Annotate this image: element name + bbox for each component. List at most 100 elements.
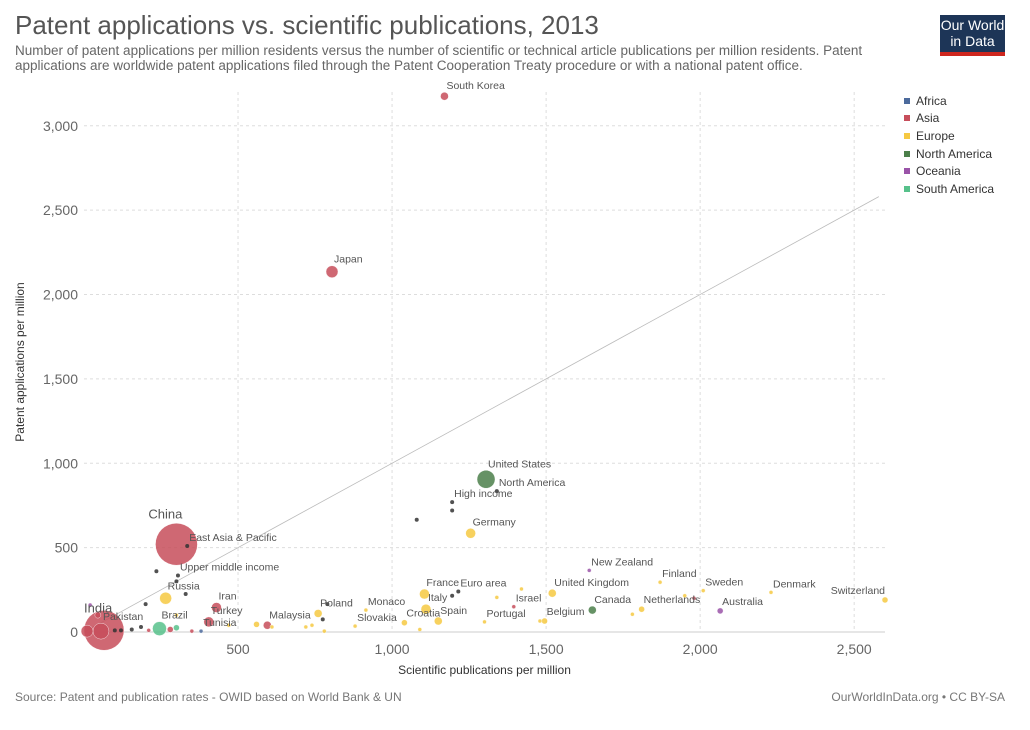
data-point [138,624,143,629]
point-label: Brazil [161,610,187,622]
legend-swatch-north-america [904,150,910,157]
data-point [638,606,645,613]
data-point [211,602,222,613]
data-point [450,508,455,513]
y-axis-label: Patent applications per million [13,282,27,441]
legend-item-europe[interactable]: Europe [904,127,994,145]
legend-label: North America [916,146,993,161]
point-label: High income [454,488,513,500]
data-point [630,612,635,617]
x-tick-label: 2,500 [837,641,872,657]
owid-logo[interactable]: Our World in Data [940,15,1005,56]
data-point [768,590,774,595]
y-tick-label: 2,500 [43,202,78,218]
point-label: Monaco [368,596,406,608]
legend-item-africa[interactable]: Africa [904,92,994,110]
x-tick-label: 1,000 [375,641,410,657]
legend-label: Asia [916,111,940,126]
data-points [80,92,889,651]
y-tick-label: 3,000 [43,118,78,134]
point-label: India [84,600,113,615]
point-label: Russia [168,580,200,592]
y-tick-label: 1,000 [43,455,78,471]
point-label: China [148,506,183,521]
point-label: Poland [320,597,353,609]
data-point [511,604,516,609]
y-tick-label: 500 [55,540,79,556]
data-point [159,592,172,605]
grid [84,92,885,633]
data-point [112,628,117,633]
y-tick-label: 0 [70,624,78,640]
data-point [92,622,110,640]
point-label: Germany [473,516,517,528]
data-point [548,588,557,598]
x-axis-label: Scientific publications per million [398,663,571,677]
point-label: South Korea [446,80,505,92]
point-label: United Kingdom [554,577,629,589]
chart-subtitle: Number of patent applications per millio… [15,43,863,73]
data-point [465,528,476,539]
legend-item-north-america[interactable]: North America [904,145,994,163]
data-point [174,612,179,618]
point-label: Croatia [406,608,440,620]
data-point [494,489,499,494]
legend-label: Oceania [916,164,961,179]
data-point [146,628,151,633]
point-label: Canada [594,594,631,606]
data-point [325,265,339,278]
point-label: Netherlands [644,594,701,606]
data-point [450,500,455,505]
data-point [682,593,687,598]
scatter-chart: 0 500 1,000 1,500 2,000 2,500 3,000 500 1,000 1,5… [13,80,889,677]
data-point [519,586,524,592]
data-point [716,607,724,615]
legend-swatch-europe [904,132,910,139]
point-label: Japan [334,254,363,266]
data-point [541,617,548,625]
legend-swatch-south-america [904,185,910,192]
credit-link[interactable]: OurWorldInData.org • CC BY-SA [831,690,1005,704]
data-point [87,602,93,608]
data-point [269,624,275,630]
legend-item-asia[interactable]: Asia [904,110,994,128]
data-point [183,592,188,597]
data-point [129,627,134,632]
point-label: Slovakia [357,612,397,624]
legend-item-oceania[interactable]: Oceania [904,162,994,180]
data-point [456,589,461,594]
data-point [320,617,325,622]
axis-ticks: 0 500 1,000 1,500 2,000 2,500 3,000 500 1,000 1,5… [43,118,872,657]
point-label: Pakistan [103,611,143,623]
data-point [189,628,195,634]
point-label: North America [499,477,566,489]
data-point [118,628,123,633]
logo-line-2: in Data [950,33,995,49]
logo-line-1: Our World [940,17,1005,33]
point-label: Iran [218,591,236,603]
y-tick-label: 2,000 [43,287,78,303]
legend-swatch-oceania [904,168,910,175]
data-point [143,602,148,607]
data-point [419,588,430,600]
data-point [363,607,369,613]
data-point [325,602,330,607]
logo-accent-bar [940,52,1005,56]
data-point [155,523,198,566]
data-point [352,623,358,629]
point-label: Malaysia [269,609,311,621]
point-label: Switzerland [831,585,885,597]
reference-line-group [83,196,880,633]
x-tick-label: 500 [226,641,250,657]
point-label: Belgium [547,606,585,618]
source-note: Source: Patent and publication rates - O… [15,690,402,704]
data-point [313,609,323,618]
data-point [152,621,167,636]
data-point [309,623,315,628]
legend-item-south-america[interactable]: South America [904,180,994,198]
data-point [253,621,260,628]
legend-label: South America [916,181,995,196]
legend: Africa Asia Europe North America Oceania… [904,92,994,198]
point-label: France [426,577,459,589]
data-point [494,595,500,600]
